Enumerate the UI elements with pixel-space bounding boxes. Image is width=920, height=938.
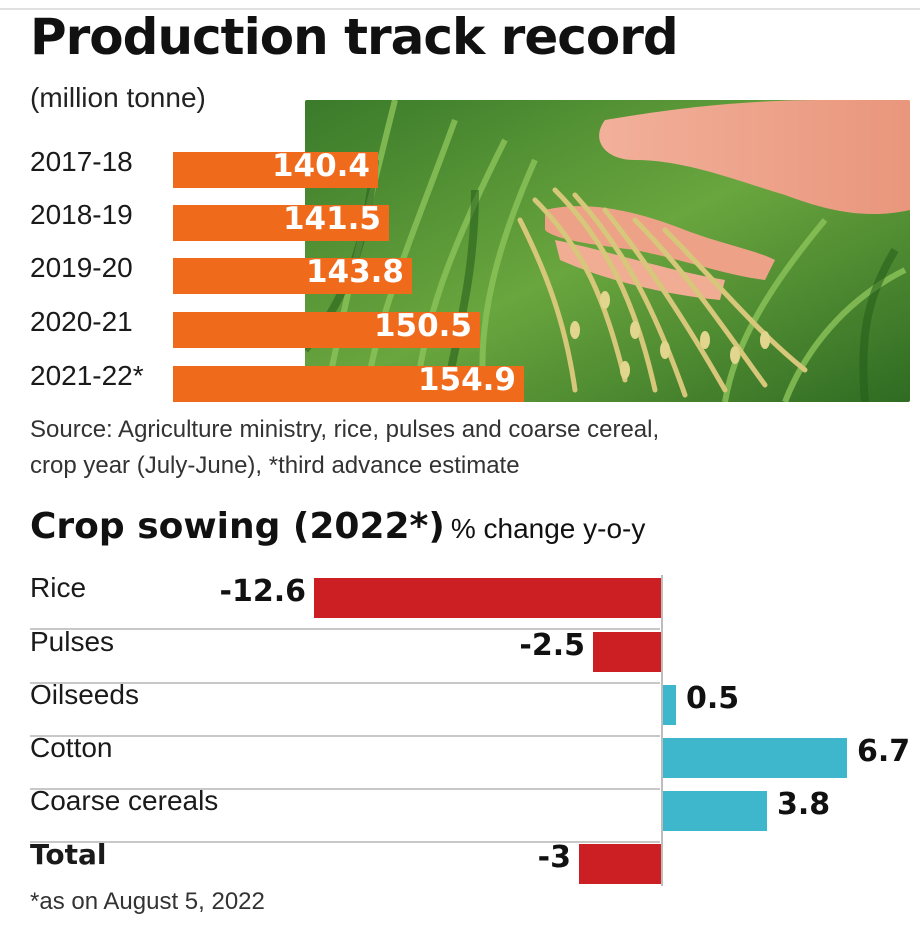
production-category-label: 2018-19	[30, 199, 133, 230]
production-value-label: 143.8	[305, 254, 404, 290]
sowing-category-label: Total	[30, 838, 107, 871]
production-bar	[173, 258, 412, 294]
rice-field-photo	[305, 100, 910, 402]
production-bar	[173, 312, 480, 348]
sowing-value-label: -12.6	[219, 574, 306, 609]
sowing-bar	[662, 791, 767, 831]
production-category-label: 2020-21	[30, 306, 133, 337]
production-category-label: 2021-22*	[30, 360, 144, 391]
row-divider	[30, 628, 660, 630]
production-category-label: 2019-20	[30, 252, 133, 283]
top-rule	[0, 8, 920, 10]
sowing-title-block: Crop sowing (2022*)% change y-o-y	[30, 505, 645, 547]
source-note-line-1: Source: Agriculture ministry, rice, puls…	[30, 416, 660, 443]
sowing-category-label: Oilseeds	[30, 679, 139, 710]
sowing-value-label: 3.8	[777, 787, 831, 822]
sowing-bar	[662, 738, 847, 778]
sowing-value-label: 0.5	[686, 681, 740, 716]
source-note-line-2: crop year (July-June), *third advance es…	[30, 452, 520, 479]
production-bar	[173, 205, 389, 241]
row-divider	[30, 682, 660, 684]
production-bar	[173, 366, 524, 402]
sowing-value-label: 6.7	[857, 734, 911, 769]
sowing-category-label: Pulses	[30, 626, 115, 657]
sowing-title: Crop sowing (2022*)	[30, 506, 445, 547]
production-bar	[173, 152, 378, 188]
production-value-label: 154.9	[417, 362, 516, 398]
row-divider	[30, 735, 660, 737]
production-category-label: 2017-18	[30, 146, 133, 177]
sowing-category-label: Cotton	[30, 732, 113, 763]
footnote: *as on August 5, 2022	[30, 888, 265, 915]
zero-axis-line	[661, 575, 663, 886]
sowing-value-label: -3	[537, 840, 571, 875]
row-divider	[30, 841, 660, 843]
production-value-label: 140.4	[271, 148, 370, 184]
production-value-label: 141.5	[282, 201, 381, 237]
sowing-bar	[579, 844, 662, 884]
sowing-bar	[593, 632, 662, 672]
sowing-bar	[314, 578, 662, 618]
sowing-value-label: -2.5	[519, 628, 585, 663]
rice-field-illustration	[305, 100, 910, 402]
production-unit: (million tonne)	[30, 82, 206, 113]
production-value-label: 150.5	[373, 308, 472, 344]
production-title: Production track record	[30, 8, 679, 66]
sowing-subtitle: % change y-o-y	[450, 513, 646, 544]
sowing-category-label: Rice	[30, 572, 87, 603]
sowing-bar	[662, 685, 676, 725]
row-divider	[30, 788, 660, 790]
sowing-category-label: Coarse cereals	[30, 785, 219, 816]
